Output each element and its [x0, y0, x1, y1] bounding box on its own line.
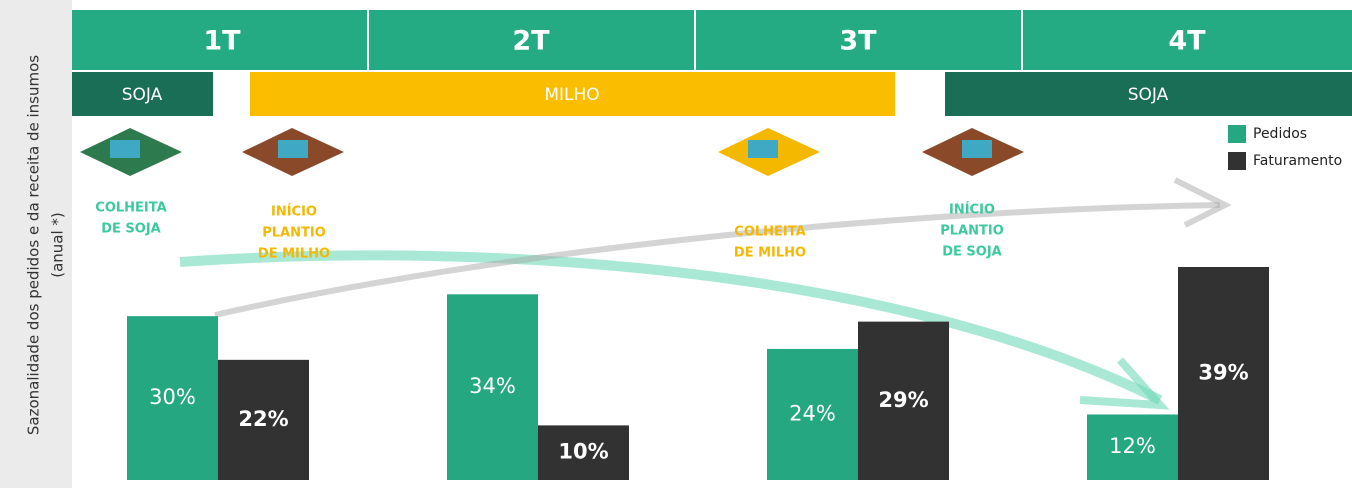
event-label: PLANTIO: [262, 226, 326, 241]
event-label: PLANTIO: [940, 224, 1004, 239]
legend-swatch: [1228, 125, 1246, 143]
header-dividers: [367, 10, 1023, 70]
bar: [858, 321, 949, 480]
bar: [767, 348, 858, 480]
arrow-pedidos: [179, 250, 1163, 405]
legend-swatch: [1228, 152, 1246, 170]
value-label: 22%: [238, 407, 288, 431]
event-label: DE MILHO: [258, 247, 330, 262]
season-soja: [72, 72, 213, 116]
value-label: 12%: [1109, 434, 1156, 458]
value-label: 24%: [789, 401, 836, 425]
quarter-label: 1T: [203, 26, 241, 57]
season-label: SOJA: [122, 85, 163, 105]
quarter-label: 3T: [839, 26, 877, 57]
value-label: 30%: [149, 385, 196, 409]
event-label: DE SOJA: [942, 245, 1002, 260]
value-label: 34%: [469, 374, 516, 398]
arrow-head: [1173, 177, 1232, 228]
value-label: 29%: [878, 388, 928, 412]
y-axis-label: Sazonalidade dos pedidos e da receita de…: [25, 55, 43, 435]
event-label: COLHEITA: [734, 225, 805, 240]
event-label: DE MILHO: [734, 246, 806, 261]
value-label: 39%: [1198, 361, 1248, 385]
legend-label: Faturamento: [1253, 153, 1342, 169]
event-label: INÍCIO: [271, 204, 317, 220]
event-label: INÍCIO: [949, 202, 995, 218]
arrow-faturamento: [214, 202, 1221, 318]
season-label: MILHO: [544, 85, 599, 105]
bar: [447, 294, 538, 480]
season-milho: [250, 72, 895, 116]
value-label: 10%: [558, 440, 608, 464]
bar: [1087, 414, 1178, 480]
bar: [538, 425, 629, 480]
y-axis-label: (anual *): [49, 212, 67, 278]
event-label: COLHEITA: [95, 201, 166, 216]
season-label: SOJA: [1128, 85, 1169, 105]
bar: [127, 316, 218, 480]
season-soja: [945, 72, 1352, 116]
quarter-label: 2T: [512, 26, 550, 57]
bar: [218, 359, 309, 480]
event-label: DE SOJA: [101, 222, 161, 237]
header-bar: [72, 10, 1352, 70]
arrow-head: [1079, 357, 1170, 410]
bar: [1178, 267, 1269, 480]
icons: [80, 128, 1024, 176]
ylabel-strip: [0, 0, 72, 488]
legend-label: Pedidos: [1253, 126, 1307, 142]
quarter-label: 4T: [1168, 26, 1206, 57]
